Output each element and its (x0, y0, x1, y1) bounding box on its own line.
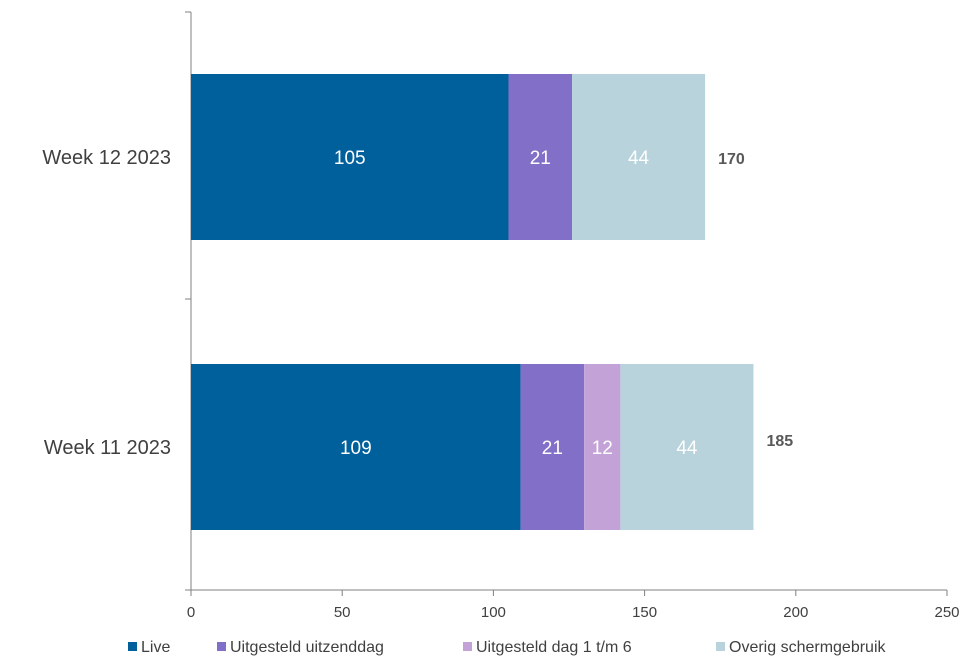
legend-swatch (217, 642, 226, 651)
segment-value-label: 109 (340, 438, 372, 459)
bar-segment (191, 364, 521, 530)
segment-value-label: 105 (334, 148, 366, 169)
x-tick-label: 200 (783, 604, 808, 621)
x-tick-label: 100 (481, 604, 506, 621)
x-tick-label: 0 (187, 604, 195, 621)
bar-segment (520, 364, 585, 530)
x-tick-label: 50 (334, 604, 351, 621)
total-label: 170 (718, 151, 745, 168)
bar-segment (191, 74, 509, 240)
segment-value-label: 12 (592, 438, 613, 459)
total-label: 185 (766, 433, 793, 450)
legend-swatch (128, 642, 137, 651)
bar-segment (508, 74, 573, 240)
bar-segment (584, 364, 621, 530)
legend: Live Uitgesteld uitzenddag Uitgesteld dag … (128, 639, 887, 656)
segment-value-label: 44 (628, 148, 650, 169)
legend-label: Uitgesteld uitzenddag (230, 639, 384, 656)
legend-label: Live (141, 639, 170, 656)
bar-segment (572, 74, 706, 240)
segment-value-label: 21 (530, 148, 551, 169)
legend-label: Uitgesteld dag 1 t/m 6 (476, 639, 632, 656)
axes: 0 50 100 150 200 250 Week 12 2023 Week 11 2023 (42, 11, 960, 621)
category-label: Week 12 2023 (42, 147, 171, 169)
x-tick-label: 250 (934, 604, 959, 621)
x-tick-label: 150 (632, 604, 657, 621)
segment-value-label: 21 (542, 438, 563, 459)
legend-label: Overig schermgebruik (729, 639, 887, 656)
legend-swatch (463, 642, 472, 651)
bars: 105 21 44 170 109 21 12 44 185 (191, 74, 793, 530)
category-label: Week 11 2023 (44, 437, 171, 459)
bar-segment (620, 364, 754, 530)
segment-value-label: 44 (676, 438, 698, 459)
legend-swatch (716, 642, 725, 651)
